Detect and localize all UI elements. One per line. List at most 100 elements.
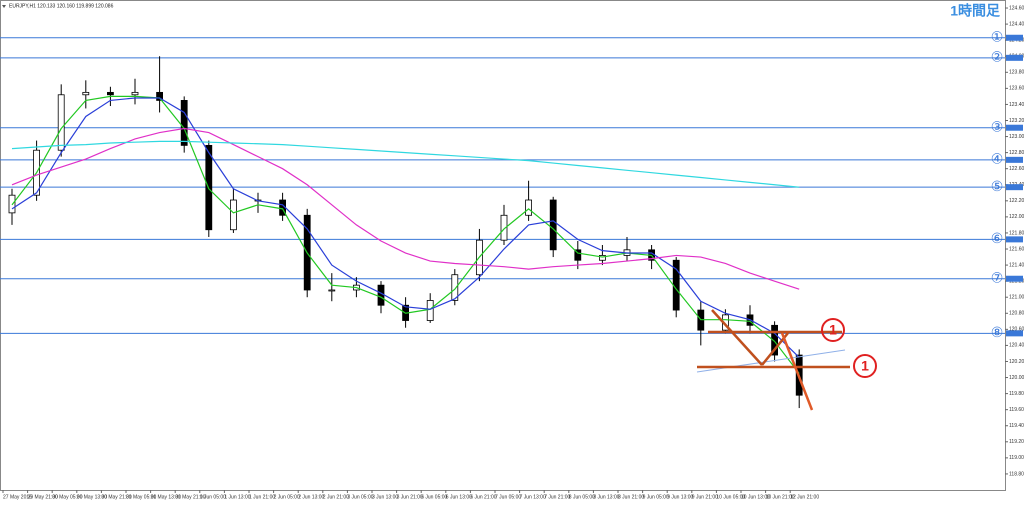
candle-body [131, 91, 139, 96]
x-tick-label: 29 May 21:00 [28, 494, 59, 500]
candle-body [328, 289, 336, 292]
trend-line [780, 332, 814, 411]
x-tick-label: 1 Jun 21:00 [249, 494, 275, 500]
y-tick-label: 123.000 [1009, 134, 1024, 140]
level-price-tag [1006, 34, 1023, 41]
candle-body [229, 199, 237, 231]
x-tick-label: 8 Jun 05:00 [569, 494, 595, 500]
x-tick-label: 2 Jun 21:00 [323, 494, 349, 500]
x-tick-label: 2 Jun 13:00 [298, 494, 324, 500]
y-tick-label: 118.800 [1009, 471, 1024, 477]
x-tick-label: 7 Jun 13:00 [520, 494, 546, 500]
x-tick-label: 3 Jun 13:00 [372, 494, 398, 500]
x-tick-label: 9 Jun 13:00 [667, 494, 693, 500]
level-label: ③ [991, 118, 1004, 134]
level-price-tag [1006, 54, 1023, 61]
level-label: ② [991, 49, 1004, 65]
y-tick-label: 119.400 [1009, 423, 1024, 429]
candle-body [574, 249, 582, 261]
annotation-circle [821, 318, 845, 342]
x-tick-label: 6 Jun 13:00 [446, 494, 472, 500]
level-price-tag [1006, 124, 1023, 131]
y-tick-label: 121.400 [1009, 262, 1024, 268]
plot: 118.800 119.000 119.200 119.400 119.600 119.8… [0, 5, 1024, 500]
x-tick-label: 30 May 21:00 [101, 494, 132, 500]
x-tick-label: 7 Jun 05:00 [495, 494, 521, 500]
y-tick-label: 123.400 [1009, 102, 1024, 108]
y-tick-label: 122.800 [1009, 150, 1024, 156]
candle-body [549, 199, 557, 251]
x-tick-label: 31 May 13:00 [151, 494, 182, 500]
plot-frame [0, 0, 1006, 491]
x-tick-label: 8 Jun 13:00 [593, 494, 619, 500]
trend-line [696, 349, 846, 373]
x-tick-label: 8 Jun 21:00 [618, 494, 644, 500]
x-tick-label: 3 Jun 05:00 [347, 494, 373, 500]
x-tick-label: 30 May 13:00 [77, 494, 108, 500]
symbol-arrow [2, 5, 6, 8]
candle-body [426, 300, 434, 321]
chart-title: EURJPY,H1 120.133 120.160 119.899 120.08… [9, 3, 114, 9]
level-label: ④ [991, 151, 1004, 167]
y-tick-label: 123.800 [1009, 70, 1024, 76]
candle-body [57, 94, 65, 151]
trend-line [711, 309, 763, 366]
y-tick-label: 120.000 [1009, 375, 1024, 381]
x-tick-label: 9 Jun 21:00 [692, 494, 718, 500]
y-tick-label: 120.200 [1009, 359, 1024, 365]
level-label: ⑥ [991, 230, 1004, 246]
annotation-circle [853, 354, 877, 378]
x-tick-label: 7 Jun 21:00 [544, 494, 570, 500]
y-tick-label: 123.200 [1009, 118, 1024, 124]
y-tick-label: 122.200 [1009, 198, 1024, 204]
y-tick-label: 121.800 [1009, 230, 1024, 236]
x-tick-label: 31 May 05:00 [126, 494, 157, 500]
x-tick-label: 6 Jun 21:00 [470, 494, 496, 500]
y-tick-label: 119.800 [1009, 391, 1024, 397]
timeframe-label: 1時間足 [950, 3, 1001, 19]
x-tick-label: 6 Jun 05:00 [421, 494, 447, 500]
x-tick-label: 12 Jun 21:00 [790, 494, 819, 500]
y-tick-label: 122.000 [1009, 214, 1024, 220]
level-label: ⑦ [991, 269, 1004, 285]
candle-body [771, 324, 778, 356]
x-tick-label: 1 Jun 05:00 [200, 494, 226, 500]
x-tick-label: 27 May 2016 [3, 494, 32, 500]
candle-body [599, 255, 606, 261]
y-tick-label: 120.600 [1009, 327, 1024, 333]
level-price-tag [1006, 184, 1023, 191]
indicator-line [11, 140, 800, 188]
x-tick-label: 30 May 05:00 [52, 494, 83, 500]
y-tick-label: 119.200 [1009, 439, 1024, 445]
y-tick-label: 119.000 [1009, 455, 1024, 461]
candle-body [82, 91, 90, 96]
level-price-tag [1006, 275, 1023, 282]
y-tick-label: 124.400 [1009, 21, 1024, 27]
y-tick-label: 122.600 [1009, 166, 1024, 172]
level-price-tag [1006, 330, 1023, 337]
candle-body [500, 214, 508, 241]
y-tick-label: 121.600 [1009, 246, 1024, 252]
candle-body [451, 274, 459, 301]
indicator-line [11, 95, 800, 374]
y-tick-label: 119.600 [1009, 407, 1024, 413]
y-tick-label: 121.000 [1009, 295, 1024, 301]
y-tick-label: 123.600 [1009, 86, 1024, 92]
annotation: 1 [829, 322, 837, 338]
trend-drawings [696, 309, 877, 411]
x-tick-label: 1 Jun 13:00 [224, 494, 250, 500]
level-price-tag [1006, 156, 1023, 163]
candle-body [525, 199, 532, 216]
x-tick-label: 31 May 21:00 [175, 494, 206, 500]
x-tick-label: 10 Jun 21:00 [766, 494, 795, 500]
candle-body [180, 100, 188, 146]
candle-body [377, 284, 385, 306]
indicator-line [11, 97, 800, 358]
x-tick-label: 10 Jun 05:00 [716, 494, 745, 500]
y-tick-label: 120.800 [1009, 311, 1024, 317]
x-tick-label: 10 Jun 13:00 [741, 494, 770, 500]
annotation: 1 [861, 358, 869, 374]
x-tick-label: 3 Jun 21:00 [397, 494, 423, 500]
